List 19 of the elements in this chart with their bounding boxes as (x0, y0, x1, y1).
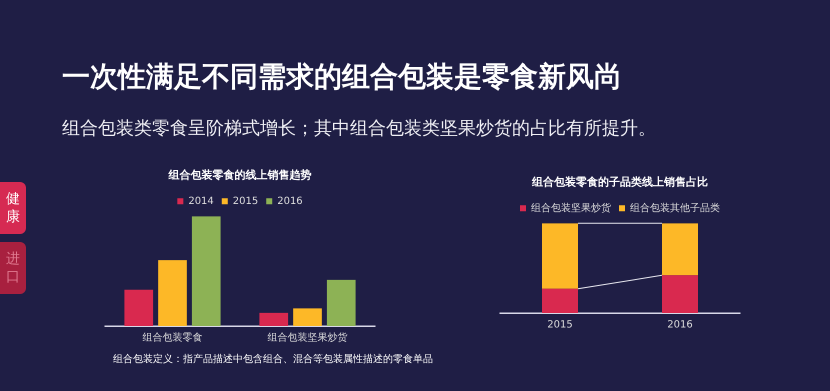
x-tick-label: 组合包装零食 (142, 332, 202, 344)
bar (124, 290, 154, 326)
bar (158, 260, 187, 326)
text: 组合包装类零食呈阶梯式增长；其中组合包装类坚果炒货的占比有所提升。 (62, 117, 656, 140)
chart-title: 组合包装零食的线上销售趋势 (168, 168, 312, 182)
legend-label: 2016 (277, 196, 303, 207)
bar (293, 308, 322, 326)
legend-label: 组合包装坚果炒货 (531, 202, 611, 214)
bar (326, 280, 356, 326)
text: 一次性满足不同需求的组合包装是零食新风尚 (62, 59, 622, 95)
legend-label: 2015 (232, 196, 258, 207)
legend-label: 组合包装其他子品类 (630, 202, 720, 214)
chart-title: 组合包装零食的子品类线上销售占比 (531, 175, 708, 188)
legend-label: 2014 (188, 196, 214, 207)
text: 健康 (0, 182, 26, 234)
text: 组合包装定义：指产品描述中包含组合、混合等包装属性描述的零食单品 (113, 352, 433, 366)
bar (259, 312, 288, 326)
bar (192, 216, 221, 326)
text: 进口 (0, 242, 26, 294)
